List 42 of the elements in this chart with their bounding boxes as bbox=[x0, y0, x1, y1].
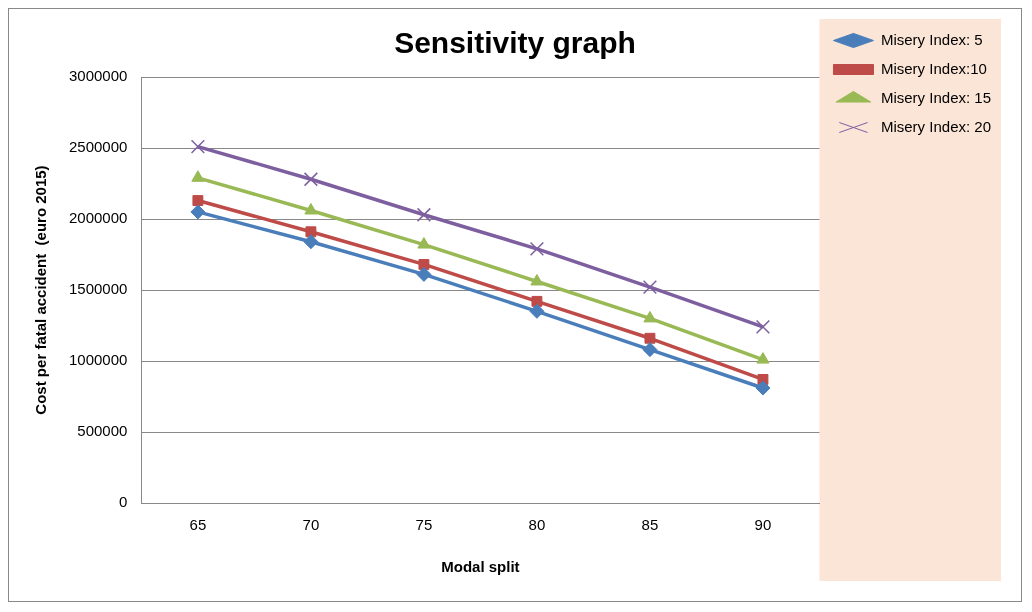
point bbox=[529, 241, 545, 256]
legend-label: Misery Index: 20 bbox=[880, 117, 991, 135]
point bbox=[530, 273, 544, 286]
point bbox=[304, 202, 318, 215]
point bbox=[529, 303, 545, 319]
x-tick-label: 65 bbox=[189, 516, 207, 534]
point bbox=[644, 332, 656, 344]
point bbox=[755, 319, 771, 335]
point bbox=[416, 266, 432, 282]
y-tick-label: 1500000 bbox=[68, 280, 128, 298]
x-tick-label: 70 bbox=[302, 516, 320, 534]
legend-label: Misery Index: 5 bbox=[880, 30, 983, 48]
point bbox=[642, 280, 658, 295]
point bbox=[192, 195, 204, 206]
y-tick-label: 3000000 bbox=[68, 67, 128, 85]
legend-label: Misery Index:10 bbox=[880, 59, 987, 77]
x-tick-label: 85 bbox=[641, 516, 659, 534]
point bbox=[416, 207, 432, 222]
y-tick-label: 1000000 bbox=[68, 351, 128, 369]
point bbox=[531, 295, 543, 307]
point bbox=[190, 139, 206, 154]
point bbox=[755, 380, 771, 396]
y-tick-label: 2000000 bbox=[68, 209, 128, 227]
point bbox=[642, 342, 658, 358]
x-axis-title: Modal split bbox=[441, 558, 520, 576]
x-tick-label: 90 bbox=[754, 516, 772, 534]
point bbox=[756, 352, 770, 364]
x-tick-label: 80 bbox=[528, 516, 546, 534]
chart-title: Sensitivity graph bbox=[394, 26, 636, 60]
point bbox=[191, 170, 205, 182]
x-tick-label: 75 bbox=[415, 516, 433, 534]
point bbox=[643, 310, 657, 323]
y-tick-label: 2500000 bbox=[68, 138, 128, 156]
point bbox=[417, 237, 431, 249]
legend-label: Misery Index: 15 bbox=[880, 88, 991, 106]
point bbox=[303, 234, 319, 250]
point bbox=[303, 172, 319, 187]
point bbox=[418, 258, 430, 270]
y-tick-label: 500000 bbox=[77, 422, 128, 440]
point bbox=[190, 204, 206, 220]
y-tick-label: 0 bbox=[119, 493, 128, 511]
y-axis-title: Cost per fatal accident (euro 2015) bbox=[32, 165, 50, 415]
